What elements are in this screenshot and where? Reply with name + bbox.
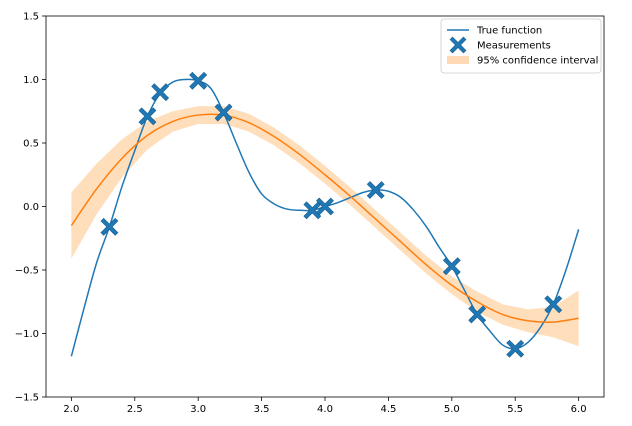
y-tick-label: −0.5 (15, 266, 39, 277)
plot-content (70, 71, 580, 358)
legend-label: True function (476, 26, 542, 37)
measurement-marker (100, 217, 119, 236)
prediction-line (70, 113, 579, 323)
x-tick-label: 4.5 (380, 404, 396, 415)
measurement-marker (138, 107, 157, 126)
measurement-marker (366, 181, 385, 199)
y-tick-label: 1.0 (23, 75, 39, 86)
measurement-marker (544, 295, 563, 314)
legend-marker-swatch (449, 36, 467, 54)
measurement-marker (506, 339, 525, 358)
legend-patch-swatch (447, 56, 469, 64)
legend-label: 95% confidence interval (477, 56, 598, 67)
x-tick-label: 3.0 (190, 404, 206, 415)
y-tick-label: 1.5 (23, 12, 39, 23)
x-tick-label: 5.0 (444, 404, 460, 415)
legend: True function Measurements 95% confidence … (440, 18, 602, 74)
x-tick-label: 6.0 (571, 404, 587, 415)
measurement-marker (316, 197, 334, 216)
measurement-marker (442, 257, 461, 276)
y-tick-label: −1.0 (15, 329, 39, 340)
plot-area (70, 71, 580, 358)
measurement-marker (189, 71, 208, 90)
x-tick-label: 4.0 (317, 404, 333, 415)
measurement-marker (468, 305, 487, 324)
x-tick-label: 2.0 (63, 404, 79, 415)
measurement-marker (151, 83, 170, 102)
y-tick-label: 0.5 (23, 139, 39, 150)
axis-ticks: 2.0 2.5 3.0 3.5 4.0 4.5 5.0 5.5 6.0 −1.5 −1.0 −0.5 0… (15, 12, 587, 416)
x-tick-label: 2.5 (127, 404, 143, 415)
y-tick-label: −1.5 (15, 393, 39, 404)
y-tick-label: 0.0 (23, 202, 39, 213)
legend-box (440, 18, 602, 74)
x-tick-label: 5.5 (507, 404, 523, 415)
measurement-marker (303, 201, 322, 220)
confidence-band (71, 106, 579, 347)
legend-label: Measurements (477, 41, 551, 52)
measurement-marker (214, 103, 233, 122)
x-tick-label: 3.5 (254, 404, 270, 415)
